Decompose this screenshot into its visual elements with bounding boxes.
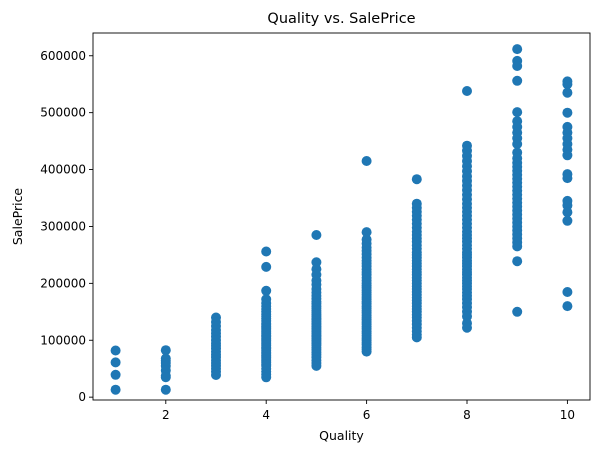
data-point [562,150,573,161]
y-tick-label: 300000 [40,219,86,233]
data-point [562,107,573,118]
plot-frame [92,32,591,401]
data-point [261,285,272,296]
data-point [512,241,523,252]
x-tick-label: 8 [463,408,471,422]
y-tick-label: 200000 [40,276,86,290]
y-axis-label: SalePrice [10,188,25,246]
data-point [261,261,272,272]
x-tick-label: 6 [363,408,371,422]
data-point [110,369,121,380]
data-point [411,174,422,185]
data-point [562,287,573,297]
x-axis-ticks: 2 4 6 8 10 [162,400,575,422]
data-point [562,87,573,98]
data-point [462,322,472,333]
data-point [562,301,573,312]
chart-title: Quality vs. SalePrice [267,11,415,27]
x-tick-label: 2 [162,408,170,422]
data-point [562,173,573,184]
data-point [512,44,523,55]
data-point [411,332,422,343]
data-point [110,345,121,356]
data-point [512,306,523,317]
data-point [512,107,523,118]
data-point [311,360,322,371]
y-tick-label: 0 [78,390,86,404]
data-point [462,86,472,96]
data-point [562,207,573,218]
data-point [160,384,171,395]
points-layer [110,44,573,395]
y-tick-label: 500000 [40,106,86,120]
data-point [361,227,372,238]
x-tick-label: 10 [560,408,575,422]
y-axis-ticks: 0 100000 200000 300000 400000 500000 600000 [40,49,93,404]
data-point [562,79,573,90]
data-point [361,156,372,166]
x-axis-label: Quality [319,428,364,443]
data-point [311,230,322,240]
data-point [261,372,272,383]
y-tick-label: 100000 [40,333,86,347]
data-point [512,61,523,71]
data-point [110,384,121,395]
y-tick-label: 400000 [40,163,86,177]
data-point [261,246,272,257]
y-tick-label: 600000 [40,49,86,63]
data-point [512,75,523,86]
data-point [211,370,221,380]
data-point [512,139,523,149]
data-point [160,372,171,383]
data-point [361,346,372,357]
data-point [110,357,121,368]
data-point [562,215,573,226]
data-point [512,256,523,267]
data-point [160,345,171,356]
x-tick-label: 4 [262,408,270,422]
